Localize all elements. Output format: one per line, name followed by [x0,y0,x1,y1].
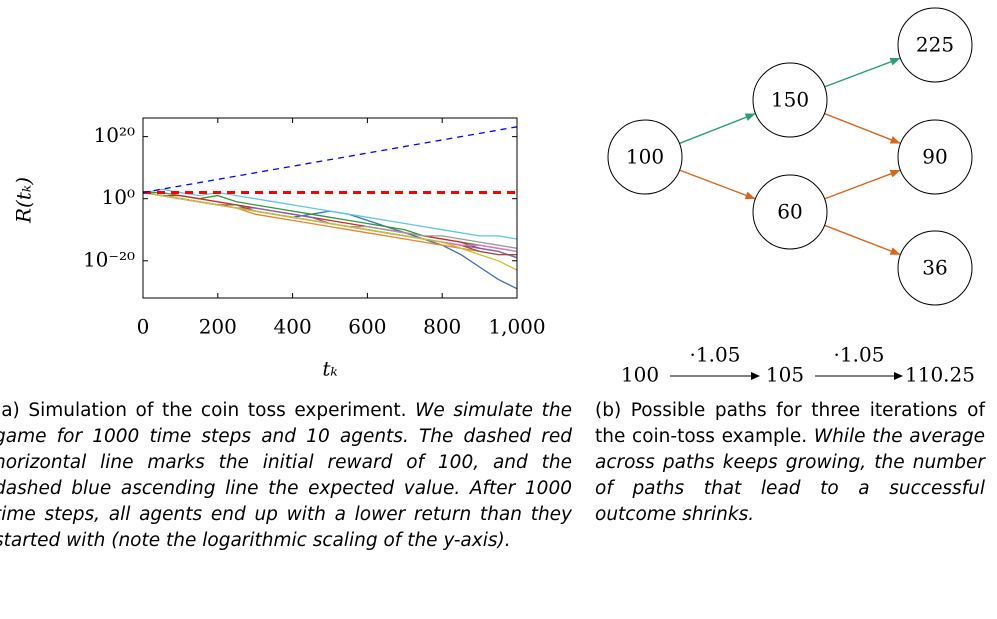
edge [679,169,756,200]
x-tick-label: 200 [199,315,237,339]
arrow-head [889,136,901,144]
plot-frame [142,117,518,299]
x-tick-label: 1,000 [488,315,545,339]
caption-b: (b) Possible paths for three iterations … [595,398,985,528]
edge [824,112,901,145]
arrow-head [894,372,903,380]
caption-body: We simulate the game for 1000 time steps… [0,400,572,551]
node-label: 60 [777,200,802,224]
node [897,119,973,195]
arrow-head [889,169,901,178]
y-tick-label: 10²⁰ [94,123,135,147]
series-line [143,191,517,259]
node-label: 90 [922,145,947,169]
node-label: 100 [626,145,664,169]
chain-value: 100 [621,363,659,387]
y-axis-label: R(tₖ) [12,177,36,224]
arrow-head [744,113,756,121]
caption-body: While the average across paths keeps gro… [595,426,985,525]
reference-line [143,126,517,194]
chain-value: 110.25 [905,363,975,387]
node [607,119,683,195]
x-tick-label: 600 [348,315,386,339]
edge [679,112,756,145]
node-label: 36 [922,256,947,280]
edge [824,57,901,88]
caption-lead: (a) Simulation of the coin toss experime… [0,400,407,421]
chain-factor: ·1.05 [690,343,741,367]
node [752,174,828,250]
chain-factor: ·1.05 [834,343,885,367]
arrow-head [889,57,901,66]
node [897,230,973,306]
series-line [143,191,517,290]
chain-value: 105 [766,363,804,387]
caption-a: (a) Simulation of the coin toss experime… [0,398,572,554]
node [752,62,828,138]
edge [824,169,901,200]
y-tick-label: 10⁻²⁰ [83,247,135,271]
node-label: 150 [771,88,809,112]
x-tick-label: 800 [423,315,461,339]
x-tick-label: 0 [137,315,150,339]
arrow-head [744,191,756,200]
x-tick-label: 400 [274,315,312,339]
node [897,7,973,83]
figure: R(tₖ) tₖ 10²⁰ 10⁰ 10⁻²⁰ 0 200 400 600 800 1,000 1… [12,7,975,387]
x-axis-label: tₖ [322,357,337,381]
arrow-head [751,372,760,380]
arrow-head [889,247,901,255]
series-line [143,188,517,240]
node-label: 225 [916,33,954,57]
series-line [143,191,517,271]
edge [824,224,901,256]
y-tick-label: 10⁰ [102,185,135,209]
caption-lead: (b) Possible paths for three iterations … [595,400,985,447]
